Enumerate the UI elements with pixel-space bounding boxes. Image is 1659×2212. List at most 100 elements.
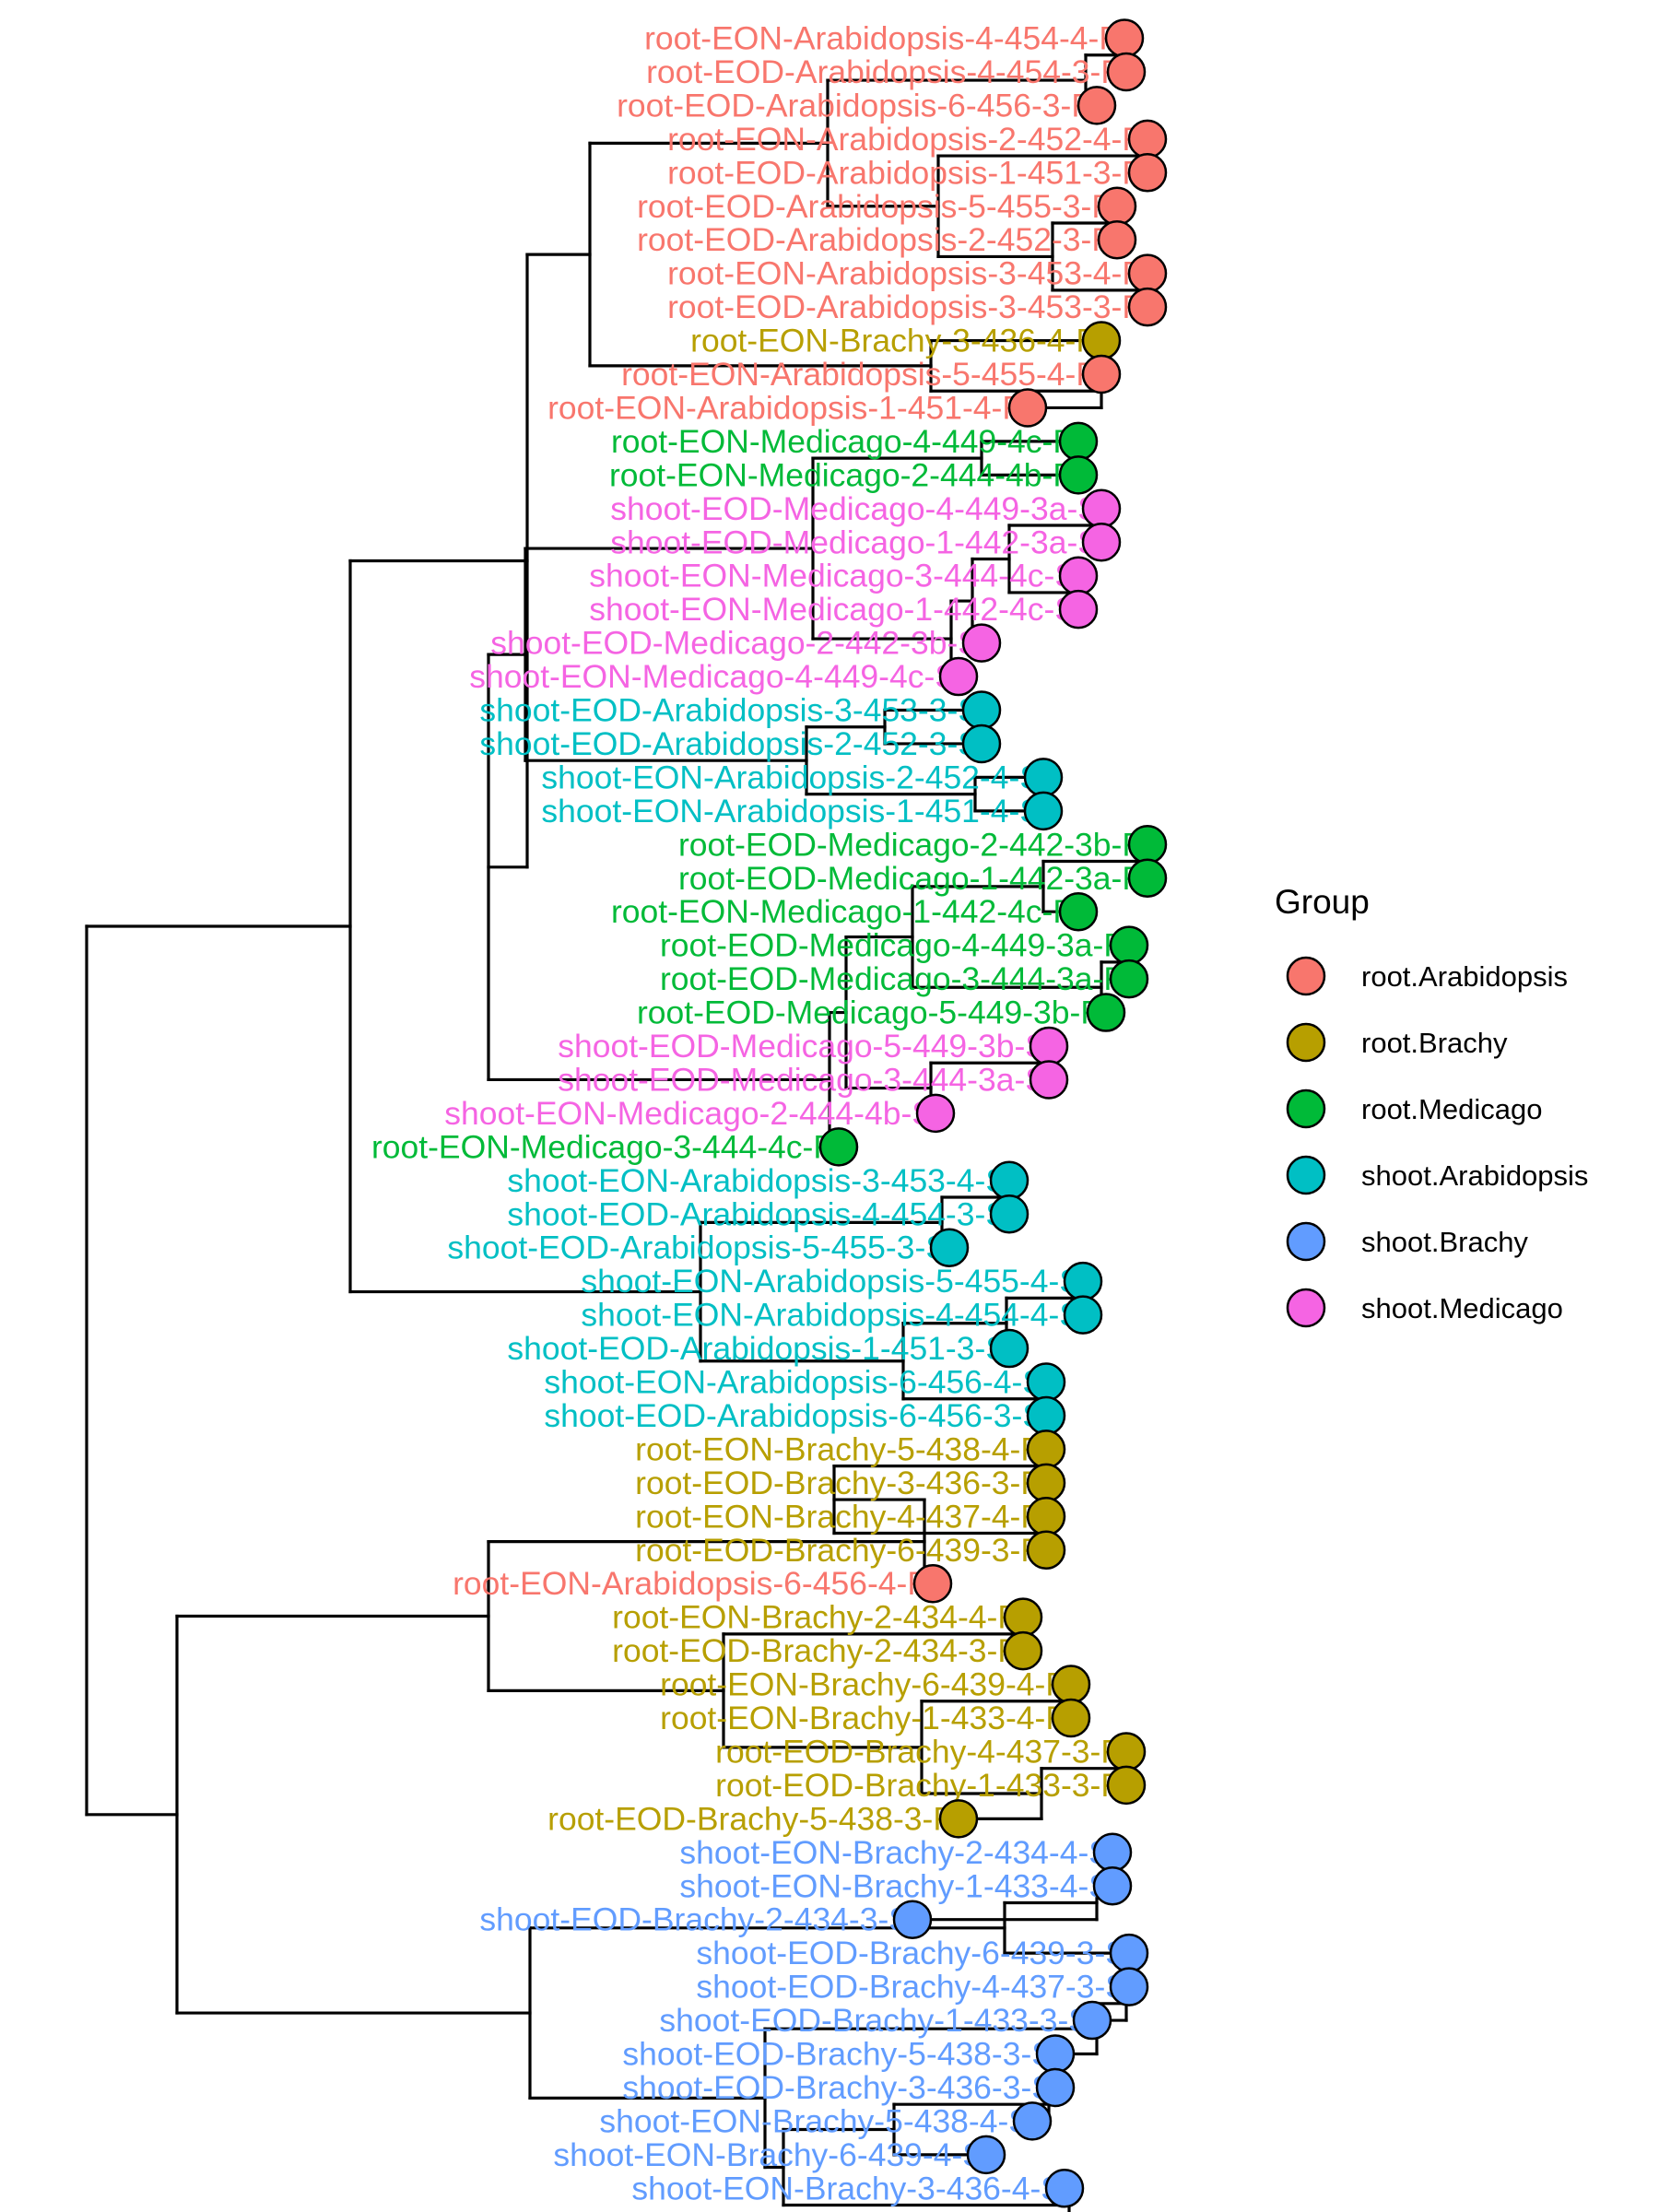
tip-point (961, 623, 1002, 663)
tip-label: root-EON-Arabidopsis-4-454-4-R (644, 20, 1123, 57)
tip-label: shoot-EON-Brachy-6-439-4-S (553, 2136, 984, 2173)
tip-point (1058, 455, 1099, 495)
legend-swatch-root-medicago (1286, 1088, 1326, 1129)
tip: root-EON-Arabidopsis-6-456-4-R (453, 1563, 953, 1604)
tip-label: shoot-EON-Brachy-3-436-4-S (631, 2170, 1063, 2206)
tip-point (1097, 186, 1137, 226)
legend-title: Group (1275, 883, 1370, 921)
legend-item-shoot-brachy: shoot.Brachy (1286, 1221, 1528, 1262)
tip: shoot-EOD-Brachy-4-437-3-S (696, 1967, 1149, 2006)
tip-point (1081, 321, 1122, 360)
tip-label: root-EOD-Medicago-3-444-3a-R (660, 960, 1127, 997)
tip-point (1058, 891, 1099, 932)
tip: shoot-EOD-Brachy-3-436-3-S (622, 2067, 1076, 2108)
tip-label: shoot-EON-Arabidopsis-6-456-4-S (544, 1364, 1044, 1401)
tip: root-EOD-Brachy-5-438-3-R (547, 1799, 979, 1839)
tip-label: shoot-EON-Brachy-5-438-4-S (599, 2102, 1030, 2139)
tip-point (1127, 287, 1168, 327)
tip-label: shoot-EON-Arabidopsis-1-451-4-S (541, 793, 1041, 830)
tip-label: shoot-EON-Arabidopsis-2-452-4-S (541, 759, 1041, 795)
tip-label: shoot-EON-Arabidopsis-5-455-4-S (581, 1263, 1081, 1300)
tip-label: root-EOD-Brachy-4-437-3-R (715, 1733, 1124, 1770)
tip-label: root-EON-Brachy-4-437-4-R (635, 1498, 1044, 1535)
tip-point (1106, 1765, 1147, 1806)
tip: root-EON-Brachy-1-433-4-R (660, 1698, 1091, 1738)
tip-point (1127, 825, 1168, 865)
tip: root-EON-Arabidopsis-2-452-4-R (667, 119, 1168, 159)
tip-label: shoot-EOD-Medicago-5-449-3b-S (558, 1028, 1047, 1065)
tip-label: shoot-EOD-Arabidopsis-4-454-3-S (507, 1195, 1007, 1232)
tip-label: shoot-EOD-Brachy-5-438-3-S (622, 2036, 1053, 2073)
tip-point (1044, 2169, 1085, 2208)
tip: root-EON-Brachy-2-434-4-R (612, 1597, 1043, 1637)
tip: shoot-EON-Medicago-4-449-4c-S (469, 656, 979, 697)
tip-point (1051, 1665, 1091, 1704)
tip-label: shoot-EOD-Arabidopsis-2-452-3-S (479, 725, 980, 762)
tip: root-EON-Medicago-1-442-4c-R (611, 891, 1099, 932)
tip-point (966, 2135, 1006, 2175)
legend-label-root-medicago: root.Medicago (1361, 1093, 1542, 1125)
tip-label: root-EON-Arabidopsis-3-453-4-R (667, 255, 1146, 292)
tip-point (1026, 1463, 1066, 1503)
tip-point (1003, 1630, 1043, 1671)
tip-label: shoot-EON-Medicago-2-444-4b-S (444, 1095, 934, 1132)
tip-point (1026, 1530, 1066, 1570)
tip: shoot-EOD-Arabidopsis-6-456-3-S (544, 1395, 1066, 1436)
tip-label: root-EON-Medicago-1-442-4c-R (611, 893, 1077, 930)
tip: root-EOD-Brachy-4-437-3-R (715, 1732, 1147, 1771)
tip-label: root-EOD-Arabidopsis-4-454-3-R (646, 53, 1124, 90)
tip-point (1035, 2034, 1076, 2074)
tip-point (1127, 153, 1168, 193)
tip: shoot-EOD-Medicago-3-444-3a-S (558, 1060, 1069, 1100)
tip-point (1051, 1698, 1091, 1738)
legend: Group root.Arabidopsis root.Brachy root.… (1275, 883, 1588, 1328)
tip: root-EOD-Arabidopsis-1-451-3-R (667, 153, 1168, 193)
tip-point (961, 690, 1002, 730)
tip-point (938, 656, 979, 697)
tip-point (1026, 1395, 1066, 1436)
tip-label: root-EON-Arabidopsis-5-455-4-R (621, 356, 1100, 393)
tree-tips: root-EON-Arabidopsis-4-454-4-Rroot-EOD-A… (371, 18, 1168, 2208)
tip-label: shoot-EON-Medicago-3-444-4c-S (589, 558, 1077, 594)
tip-label: shoot-EOD-Medicago-3-444-3a-S (558, 1061, 1047, 1098)
tip: shoot-EON-Medicago-2-444-4b-S (444, 1093, 956, 1134)
legend-item-root-arabidopsis: root.Arabidopsis (1286, 956, 1568, 996)
tip: root-EON-Brachy-5-438-4-R (635, 1430, 1066, 1469)
tip-point (989, 1328, 1030, 1369)
tip-label: root-EON-Medicago-4-449-4c-R (611, 423, 1077, 460)
tip: shoot-EOD-Medicago-5-449-3b-S (558, 1026, 1069, 1066)
tip: shoot-EOD-Brachy-5-438-3-S (622, 2034, 1076, 2074)
tip-point (1007, 388, 1048, 428)
tip-label: root-EOD-Arabidopsis-1-451-3-R (667, 154, 1146, 191)
tip: root-EOD-Medicago-5-449-3b-R (637, 993, 1126, 1032)
tip-label: shoot-EOD-Brachy-1-433-3-S (659, 2002, 1090, 2039)
tip: root-EOD-Brachy-3-436-3-R (635, 1463, 1066, 1503)
tip-label: root-EOD-Brachy-5-438-3-R (547, 1800, 957, 1837)
tip: shoot-EOD-Arabidopsis-1-451-3-S (507, 1328, 1030, 1369)
tip-label: root-EOD-Medicago-5-449-3b-R (637, 994, 1104, 1031)
tip: shoot-EON-Arabidopsis-5-455-4-S (581, 1261, 1103, 1301)
tip-label: shoot-EON-Medicago-4-449-4c-S (469, 658, 957, 695)
tip: root-EON-Arabidopsis-3-453-4-R (667, 253, 1168, 293)
tip-label: root-EON-Medicago-3-444-4c-R (371, 1128, 837, 1165)
tip-label: shoot-EON-Arabidopsis-3-453-4-S (507, 1162, 1007, 1199)
tip: shoot-EOD-Brachy-2-434-3-S (479, 1900, 933, 1939)
tip-point (1106, 52, 1147, 92)
tip-point (1058, 589, 1099, 629)
tip: shoot-EOD-Arabidopsis-4-454-3-S (507, 1194, 1030, 1234)
tip: shoot-EOD-Arabidopsis-3-453-3-S (479, 690, 1002, 730)
tip-point (1081, 488, 1122, 529)
tip: shoot-EON-Arabidopsis-3-453-4-S (507, 1160, 1030, 1201)
tip-label: root-EOD-Medicago-2-442-3b-R (678, 826, 1146, 863)
tip: shoot-EOD-Brachy-1-433-3-S (659, 2000, 1112, 2041)
tip: shoot-EON-Brachy-3-436-4-S (631, 2169, 1085, 2208)
tip: shoot-EOD-Medicago-4-449-3a-S (610, 488, 1122, 529)
tip: root-EOD-Arabidopsis-6-456-3-R (617, 86, 1117, 125)
tip-label: root-EON-Brachy-5-438-4-R (635, 1430, 1044, 1467)
legend-swatch-shoot-brachy (1286, 1221, 1326, 1262)
tip: shoot-EOD-Arabidopsis-5-455-3-S (447, 1228, 970, 1267)
tip: root-EOD-Arabidopsis-2-452-3-R (637, 219, 1137, 260)
tip-point (1058, 556, 1099, 595)
tip: root-EOD-Medicago-3-444-3a-R (660, 959, 1149, 999)
tip: root-EON-Arabidopsis-1-451-4-R (547, 388, 1048, 428)
